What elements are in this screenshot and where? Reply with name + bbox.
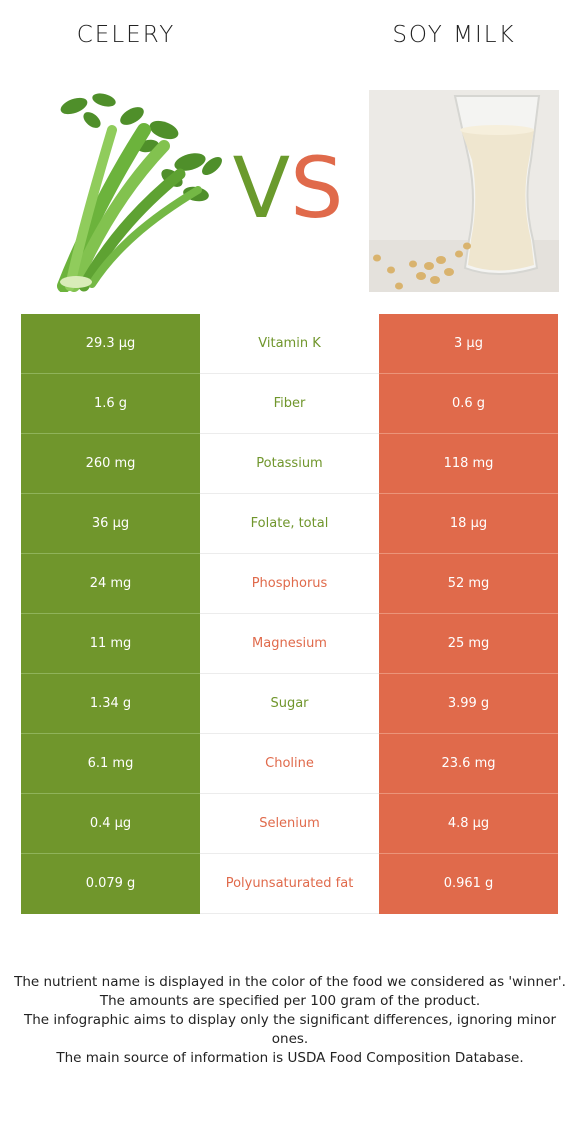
- nutrient-cell: Polyunsaturated fat: [200, 854, 379, 914]
- nutrient-name: Sugar: [270, 696, 309, 711]
- footer-notes: The nutrient name is displayed in the co…: [14, 973, 566, 1068]
- right-food-value: 23.6 mg: [379, 734, 558, 794]
- table-row: 0.079 g Polyunsaturated fat 0.961 g: [21, 854, 558, 914]
- table-row: 6.1 mg Choline 23.6 mg: [21, 734, 558, 794]
- table-row: 0.4 µg Selenium 4.8 µg: [21, 794, 558, 854]
- nutrient-cell: Selenium: [200, 794, 379, 854]
- nutrient-name: Fiber: [273, 396, 306, 411]
- right-food-value: 3 µg: [379, 314, 558, 374]
- right-food-title: SOY MILK: [392, 22, 516, 48]
- table-row: 24 mg Phosphorus 52 mg: [21, 554, 558, 614]
- right-food-value: 0.6 g: [379, 374, 558, 434]
- nutrient-cell: Choline: [200, 734, 379, 794]
- table-row: 1.6 g Fiber 0.6 g: [21, 374, 558, 434]
- left-food-value: 260 mg: [21, 434, 200, 494]
- left-food-value: 6.1 mg: [21, 734, 200, 794]
- left-food-value: 24 mg: [21, 554, 200, 614]
- left-food-value: 29.3 µg: [21, 314, 200, 374]
- nutrient-cell: Fiber: [200, 374, 379, 434]
- left-food-title: CELERY: [76, 22, 176, 48]
- nutrient-name: Potassium: [256, 456, 323, 471]
- table-row: 29.3 µg Vitamin K 3 µg: [21, 314, 558, 374]
- nutrient-cell: Vitamin K: [200, 314, 379, 374]
- left-food-value: 1.6 g: [21, 374, 200, 434]
- footer-line-4: The main source of information is USDA F…: [56, 1050, 524, 1066]
- left-food-value: 0.079 g: [21, 854, 200, 914]
- right-food-value: 25 mg: [379, 614, 558, 674]
- table-row: 11 mg Magnesium 25 mg: [21, 614, 558, 674]
- vs-label: VS: [226, 138, 350, 238]
- right-food-value: 0.961 g: [379, 854, 558, 914]
- vs-s: S: [290, 139, 344, 237]
- right-food-value: 18 µg: [379, 494, 558, 554]
- nutrient-cell: Potassium: [200, 434, 379, 494]
- footer-line-2: The amounts are specified per 100 gram o…: [99, 993, 481, 1009]
- right-food-value: 118 mg: [379, 434, 558, 494]
- celery-image: [57, 93, 222, 292]
- table-row: 260 mg Potassium 118 mg: [21, 434, 558, 494]
- right-food-value: 52 mg: [379, 554, 558, 614]
- vs-v: V: [232, 139, 291, 237]
- left-food-value: 0.4 µg: [21, 794, 200, 854]
- nutrient-name: Magnesium: [252, 636, 327, 651]
- table-row: 1.34 g Sugar 3.99 g: [21, 674, 558, 734]
- table-row: 36 µg Folate, total 18 µg: [21, 494, 558, 554]
- nutrient-name: Vitamin K: [258, 336, 321, 351]
- nutrient-cell: Phosphorus: [200, 554, 379, 614]
- nutrient-name: Phosphorus: [251, 576, 328, 591]
- right-food-value: 3.99 g: [379, 674, 558, 734]
- right-food-value: 4.8 µg: [379, 794, 558, 854]
- nutrient-cell: Magnesium: [200, 614, 379, 674]
- nutrient-cell: Sugar: [200, 674, 379, 734]
- footer-line-3: The infographic aims to display only the…: [23, 1012, 557, 1047]
- nutrient-name: Selenium: [259, 816, 320, 831]
- nutrient-name: Folate, total: [250, 516, 329, 531]
- soy-milk-image: [369, 90, 559, 292]
- left-food-value: 36 µg: [21, 494, 200, 554]
- nutrient-name: Polyunsaturated fat: [225, 876, 354, 891]
- left-food-value: 1.34 g: [21, 674, 200, 734]
- left-food-value: 11 mg: [21, 614, 200, 674]
- footer-line-1: The nutrient name is displayed in the co…: [14, 974, 566, 990]
- nutrient-cell: Folate, total: [200, 494, 379, 554]
- nutrient-name: Choline: [265, 756, 314, 771]
